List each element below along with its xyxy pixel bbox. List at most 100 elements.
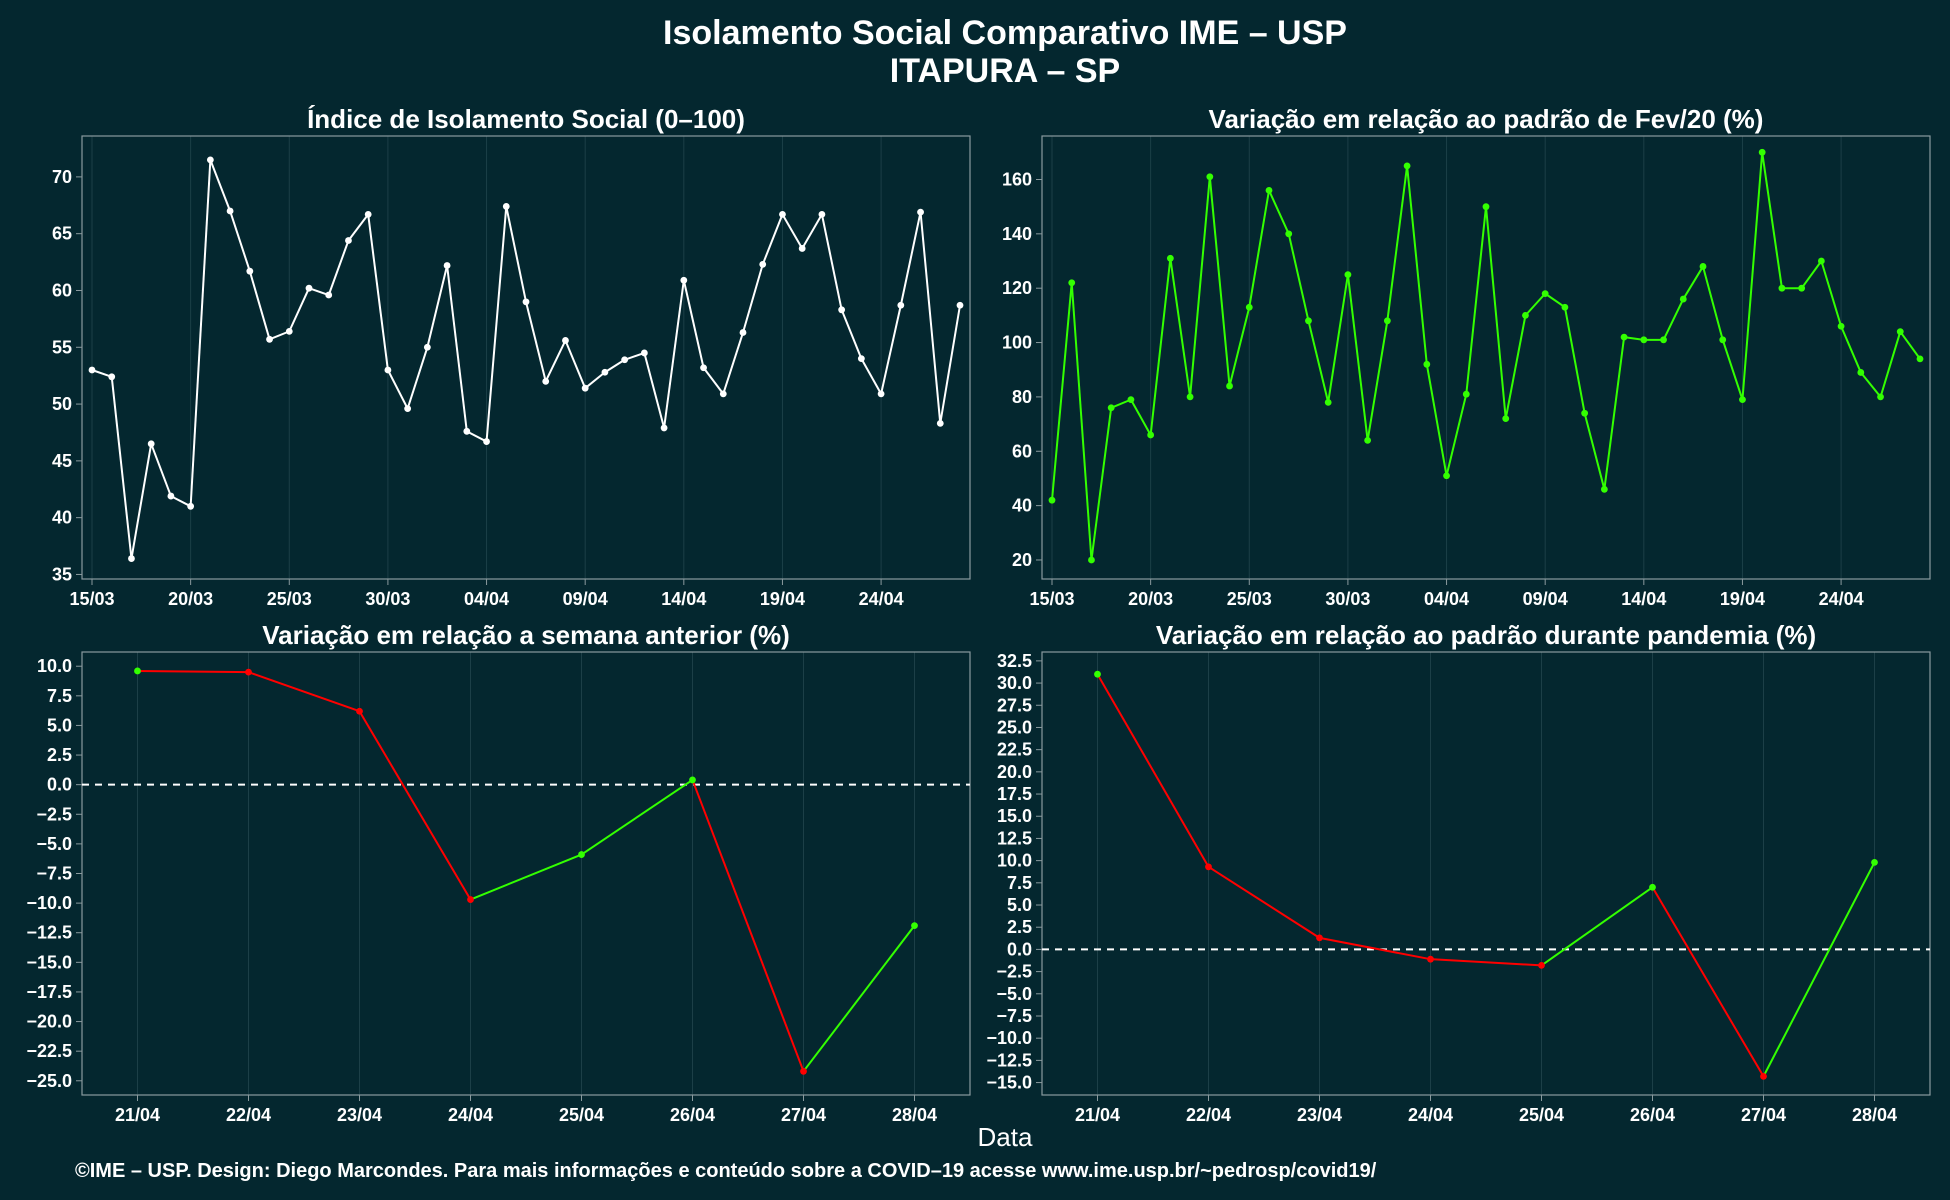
series-segment [1090,407,1113,561]
series-segment [1504,315,1527,419]
y-tick-label: 40 [1012,496,1032,516]
data-point [88,366,96,374]
data-point [1316,934,1323,942]
series-segment [1682,265,1704,300]
y-tick-label: 17.5 [997,784,1032,804]
data-point [1206,173,1214,181]
x-tick-label: 27/04 [781,1105,826,1125]
data-point [936,419,944,427]
data-point [1364,436,1372,444]
series-segment [860,358,882,395]
x-tick-label: 19/04 [760,589,805,609]
data-point [1857,369,1865,376]
series-segment [358,710,472,901]
y-tick-label: 0.0 [47,775,72,795]
y-tick-label: 80 [1012,387,1032,407]
data-point [1877,393,1884,401]
data-point [1837,322,1845,330]
series-segment [643,352,666,429]
chart-title: Variação em relação ao padrão durante pa… [1156,620,1816,650]
series-segment [802,925,916,1072]
x-tick-label: 21/04 [115,1105,160,1125]
series-segment [1879,331,1902,398]
data-point [305,284,313,292]
y-tick-label: 35 [52,564,72,584]
y-tick-label: 20.0 [997,762,1032,782]
series-segment [1721,339,1744,400]
x-tick-label: 20/03 [168,589,213,609]
series-segment [1319,936,1431,961]
series-segment [1287,233,1310,322]
series-segment [1702,266,1724,341]
y-tick-label: −17.5 [26,982,72,1002]
data-point [1107,404,1115,412]
x-tick-label: 24/04 [448,1105,493,1125]
series-segment [367,214,389,371]
series-segment [1603,336,1626,490]
y-tick-label: 120 [1002,278,1032,298]
series-segment [1051,282,1073,501]
data-point [246,267,254,275]
x-tick-label: 14/04 [661,589,706,609]
data-point [1660,336,1667,344]
x-tick-label: 30/03 [365,589,410,609]
series-segment [130,443,153,559]
data-point [1166,254,1174,262]
series-segment [1149,258,1172,436]
data-point [1581,409,1589,417]
data-point [266,335,273,343]
y-tick-label: 40 [52,508,72,528]
data-point [1127,396,1135,404]
data-point [838,306,846,314]
data-point [1522,311,1529,319]
x-tick-label: 24/04 [859,589,904,609]
y-tick-label: −15.0 [26,952,72,972]
y-tick-label: −12.5 [26,923,72,943]
series-segment [1820,260,1843,327]
y-tick-label: 25.0 [997,717,1032,737]
page-title: Isolamento Social Comparativo IME – USP [663,14,1347,52]
y-tick-label: 160 [1002,169,1032,189]
series-segment [1761,152,1783,289]
y-tick-label: −5.0 [996,984,1032,1004]
data-point [1760,1072,1767,1080]
x-tick-label: 04/04 [1424,589,1469,609]
series-segment [308,287,330,296]
data-point [364,210,372,218]
series-segment [347,213,369,242]
data-point [108,373,116,381]
x-tick-label: 20/03 [1128,589,1173,609]
series-segment [781,213,804,249]
series-segment [1425,364,1448,476]
data-point [423,343,431,351]
y-tick-label: 10.0 [997,851,1032,871]
data-point [167,492,175,500]
x-axis-label: Data [978,1122,1033,1152]
data-point [245,668,252,676]
series-segment [288,287,310,332]
series-segment [1430,958,1542,967]
series-segment [387,369,409,410]
series-segment [248,671,360,713]
data-point [1462,390,1470,398]
data-point [700,364,707,372]
series-segment [269,330,290,341]
series-segment [406,346,429,409]
x-tick-label: 14/04 [1621,589,1666,609]
x-tick-label: 27/04 [1741,1105,1786,1125]
y-tick-label: −12.5 [986,1050,1032,1070]
data-point [1739,396,1746,404]
data-point [877,390,885,398]
series-segment [248,270,271,340]
y-tick-label: 45 [52,451,72,471]
series-segment [1485,206,1507,419]
x-tick-label: 25/04 [1519,1105,1564,1125]
y-tick-label: 65 [52,224,72,244]
series-segment [91,369,113,378]
x-tick-label: 25/03 [267,589,312,609]
series-segment [663,280,685,429]
data-point [562,337,569,344]
data-point [1186,393,1194,401]
data-point [1226,382,1233,390]
